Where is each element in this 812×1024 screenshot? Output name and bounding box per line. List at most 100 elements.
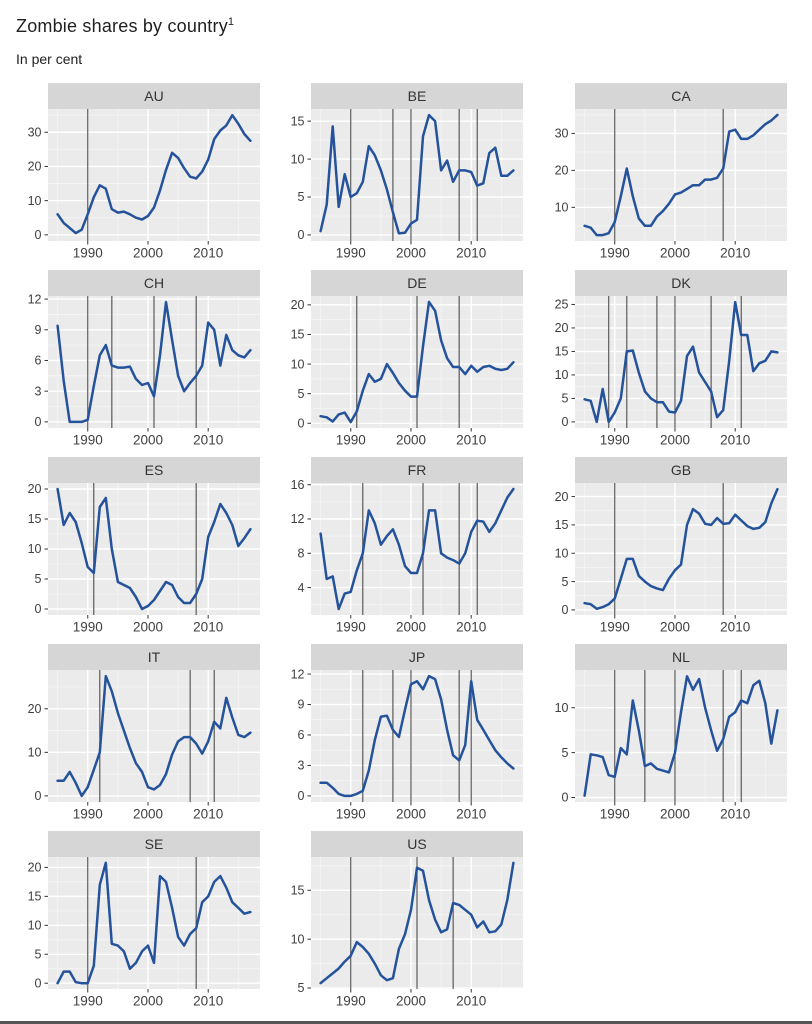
facet-strip bbox=[311, 457, 524, 483]
y-tick-label: 0 bbox=[35, 602, 42, 616]
x-tick-label: 2000 bbox=[133, 433, 163, 448]
event-lines bbox=[613, 483, 724, 615]
plot-area bbox=[574, 109, 787, 241]
y-tick-label: 20 bbox=[28, 482, 42, 496]
panel-FR: FR 4 8 12 16 1990 2000 2010 bbox=[291, 457, 524, 635]
minor-gridlines bbox=[311, 670, 524, 802]
x-tick-label: 1990 bbox=[599, 620, 629, 635]
y-tick-label: 10 bbox=[291, 357, 305, 371]
x-axis: 1990 2000 2010 bbox=[336, 241, 487, 261]
x-tick-label: 2010 bbox=[720, 620, 750, 635]
facet-strip-label: BE bbox=[408, 88, 427, 104]
zombie-share-line bbox=[319, 487, 515, 611]
y-tick-label: 20 bbox=[291, 298, 305, 312]
x-tick-label: 1990 bbox=[336, 433, 366, 448]
facet-strip bbox=[311, 831, 524, 857]
panel-GB: GB 0 5 10 15 20 1990 2000 2010 bbox=[554, 457, 787, 635]
x-tick-label: 1990 bbox=[73, 433, 103, 448]
x-tick-label: 2000 bbox=[133, 994, 163, 1009]
x-tick-label: 2010 bbox=[720, 433, 750, 448]
x-tick-label: 2010 bbox=[193, 994, 223, 1009]
panel-IT: IT 0 10 20 1990 2000 2010 bbox=[28, 644, 260, 822]
plot-area bbox=[574, 483, 787, 615]
zombie-share-line bbox=[319, 861, 515, 985]
facet-strip-label: DK bbox=[671, 275, 691, 291]
panel-CH: CH 0 3 6 9 12 1990 2000 2010 bbox=[28, 270, 260, 448]
x-tick-label: 2010 bbox=[193, 433, 223, 448]
x-tick-label: 2000 bbox=[396, 246, 426, 261]
x-tick-label: 1990 bbox=[73, 994, 103, 1009]
y-tick-label: 0 bbox=[35, 976, 42, 990]
facet-strip-label: NL bbox=[672, 649, 690, 665]
x-tick-label: 1990 bbox=[73, 246, 103, 261]
facet-strip bbox=[48, 831, 260, 857]
x-axis: 1990 2000 2010 bbox=[599, 428, 750, 448]
y-axis: 0 5 10 15 20 25 bbox=[554, 298, 575, 429]
y-tick-label: 0 bbox=[35, 415, 42, 429]
y-axis: 5 10 15 bbox=[291, 883, 312, 995]
panel-BE: BE 0 5 10 15 1990 2000 2010 bbox=[291, 83, 524, 261]
plot-area bbox=[311, 670, 524, 802]
x-axis: 1990 2000 2010 bbox=[336, 802, 487, 822]
y-tick-label: 5 bbox=[298, 387, 305, 401]
panel-AU: AU 0 10 20 30 1990 2000 2010 bbox=[28, 83, 260, 261]
y-tick-label: 0 bbox=[298, 228, 305, 242]
y-tick-label: 5 bbox=[35, 947, 42, 961]
x-tick-label: 2000 bbox=[660, 620, 690, 635]
facet-strip bbox=[48, 270, 260, 296]
y-tick-label: 20 bbox=[28, 160, 42, 174]
x-tick-label: 2010 bbox=[457, 994, 487, 1009]
facet-strip-label: GB bbox=[671, 462, 691, 478]
y-tick-label: 0 bbox=[35, 789, 42, 803]
major-gridlines bbox=[574, 296, 787, 428]
x-tick-label: 2000 bbox=[133, 246, 163, 261]
x-axis: 1990 2000 2010 bbox=[73, 428, 223, 448]
y-tick-label: 3 bbox=[298, 759, 305, 773]
facet-strip-label: IT bbox=[148, 649, 161, 665]
panel-DK: DK 0 5 10 15 20 25 1990 2000 2010 bbox=[554, 270, 787, 448]
panel-ES: ES 0 5 10 15 20 1990 2000 2010 bbox=[28, 457, 260, 635]
y-tick-label: 0 bbox=[298, 789, 305, 803]
y-tick-label: 20 bbox=[28, 861, 42, 875]
x-tick-label: 1990 bbox=[336, 246, 366, 261]
x-axis: 1990 2000 2010 bbox=[599, 615, 750, 635]
zombie-share-line bbox=[583, 113, 779, 237]
y-tick-label: 10 bbox=[28, 919, 42, 933]
y-tick-label: 12 bbox=[28, 292, 42, 306]
panel-JP: JP 0 3 6 9 12 1990 2000 2010 bbox=[291, 644, 524, 822]
x-tick-label: 2000 bbox=[660, 246, 690, 261]
facet-strip-label: JP bbox=[409, 649, 425, 665]
x-tick-label: 2000 bbox=[396, 994, 426, 1009]
zombie-share-line bbox=[583, 675, 779, 797]
x-axis: 1990 2000 2010 bbox=[336, 615, 487, 635]
minor-gridlines bbox=[48, 109, 260, 241]
event-lines bbox=[607, 296, 742, 428]
x-tick-label: 1990 bbox=[336, 994, 366, 1009]
y-tick-label: 15 bbox=[554, 518, 568, 532]
page-title: Zombie shares by country1 bbox=[16, 16, 802, 37]
panel-SE: SE 0 5 10 15 20 1990 2000 2010 bbox=[28, 831, 260, 1009]
x-tick-label: 2010 bbox=[193, 620, 223, 635]
x-tick-label: 1990 bbox=[599, 246, 629, 261]
facet-strip-label: CH bbox=[144, 275, 164, 291]
y-tick-label: 30 bbox=[28, 125, 42, 139]
y-axis: 0 3 6 9 12 bbox=[28, 292, 48, 429]
y-axis: 0 3 6 9 12 bbox=[291, 667, 312, 803]
y-axis: 0 5 10 15 bbox=[291, 114, 312, 242]
x-tick-label: 2010 bbox=[720, 246, 750, 261]
event-lines bbox=[350, 857, 455, 989]
page-title-text: Zombie shares by country bbox=[16, 16, 228, 36]
y-tick-label: 20 bbox=[554, 490, 568, 504]
y-tick-label: 5 bbox=[35, 572, 42, 586]
plot-area bbox=[48, 857, 260, 989]
x-axis: 1990 2000 2010 bbox=[336, 989, 487, 1009]
facet-strip bbox=[48, 83, 260, 109]
y-tick-label: 0 bbox=[298, 416, 305, 430]
y-tick-label: 20 bbox=[554, 164, 568, 178]
facet-strip bbox=[48, 644, 260, 670]
x-tick-label: 2000 bbox=[660, 807, 690, 822]
minor-gridlines bbox=[574, 109, 787, 241]
facet-strip-label: AU bbox=[144, 88, 163, 104]
y-tick-label: 0 bbox=[561, 603, 568, 617]
